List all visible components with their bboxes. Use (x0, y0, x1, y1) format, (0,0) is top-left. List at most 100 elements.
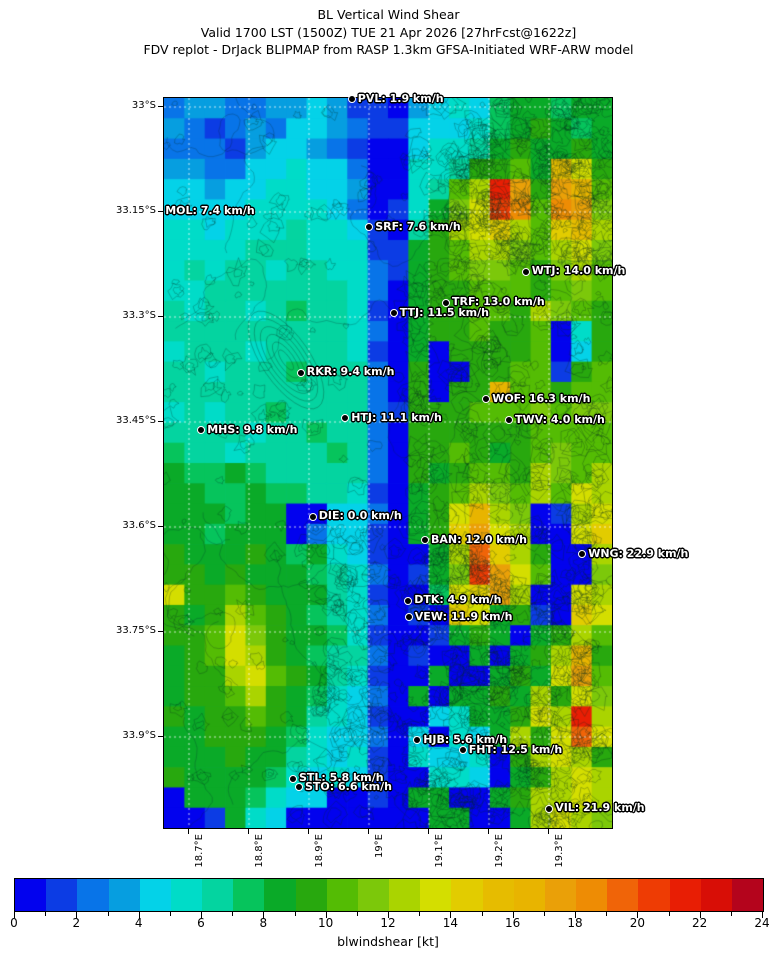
colorbar-minor-tick (606, 912, 608, 916)
colorbar-segment-14 (451, 879, 483, 911)
colorbar-major-tick (76, 912, 78, 919)
colorbar-tick-label: 18 (567, 916, 583, 930)
colorbar-tick-label: 8 (259, 916, 268, 930)
station-label-FHT: FHT: 12.5 km/h (468, 742, 563, 756)
colorbar-major-tick (388, 912, 389, 919)
colorbar-tick-label: 4 (134, 916, 143, 930)
colorbar-segment-0 (15, 879, 47, 911)
colorbar-tick-label: 2 (72, 916, 81, 930)
station-dot-HJB (413, 736, 421, 744)
station-label-HJB: HJB: 5.6 km/h (423, 732, 508, 746)
colorbar-segment-2 (77, 879, 109, 911)
chart-subtitle-model: FDV replot - DrJack BLIPMAP from RASP 1.… (143, 42, 634, 57)
station-dot-STL (288, 774, 297, 783)
station-label-VIL: VIL: 21.9 km/h (555, 801, 645, 815)
station-label-MOL: MOL: 7.4 km/h (165, 203, 255, 217)
colorbar-segment-23 (731, 879, 764, 911)
colorbar-tick-label: 20 (629, 916, 645, 930)
colorbar-segment-7 (233, 879, 265, 911)
station-label-TRF: TRF: 13.0 km/h (452, 295, 545, 309)
station-label-TWV: TWV: 4.0 km/h (515, 412, 605, 426)
colorbar-minor-tick (668, 912, 670, 916)
colorbar-major-tick (512, 912, 514, 919)
colorbar-segment-13 (420, 879, 452, 911)
station-label-WTJ: WTJ: 14.0 km/h (531, 264, 626, 278)
map-plot-area (163, 97, 613, 829)
colorbar-segment-6 (202, 879, 234, 911)
colorbar-major-tick (637, 912, 639, 919)
colorbar-minor-tick (543, 912, 545, 916)
station-label-WOF: WOF: 16.3 km/h (492, 391, 591, 405)
colorbar-major-tick (201, 912, 202, 919)
station-label-TTJ: TTJ: 11.5 km/h (399, 305, 489, 319)
station-label-PVL: PVL: 1.9 km/h (357, 91, 444, 105)
station-label-HTJ: HTJ: 11.1 km/h (351, 410, 442, 424)
colorbar-major-tick (450, 912, 452, 919)
colorbar-minor-tick (730, 912, 732, 916)
station-label-STO: STO: 6.6 km/h (305, 779, 392, 793)
colorbar-tick-label: 14 (442, 916, 458, 930)
colorbar-segment-1 (46, 879, 78, 911)
station-dot-WNG (578, 549, 586, 558)
station-dot-FHT (458, 745, 467, 754)
colorbar-tick-label: 16 (505, 916, 521, 930)
figure-titles: BL Vertical Wind Shear Valid 1700 LST (1… (0, 6, 777, 59)
colorbar-minor-tick (232, 912, 234, 916)
station-label-VEW: VEW: 11.9 km/h (414, 609, 513, 623)
colorbar-segment-11 (357, 879, 390, 911)
station-dot-RKR (296, 368, 305, 377)
colorbar (14, 878, 764, 912)
station-dot-TTJ (389, 309, 398, 317)
colorbar-segment-18 (576, 879, 608, 911)
colorbar-tick-label: 10 (318, 916, 334, 930)
colorbar-tick-label: 24 (754, 916, 770, 930)
station-label-BAN: BAN: 12.0 km/h (431, 532, 527, 546)
colorbar-major-tick (762, 912, 763, 919)
colorbar-segment-19 (607, 879, 639, 911)
station-label-WNG: WNG: 22.9 km/h (588, 546, 689, 560)
colorbar-minor-tick (481, 912, 483, 916)
colorbar-segment-15 (482, 879, 514, 911)
colorbar-segment-20 (638, 879, 670, 911)
station-label-DTK: DTK: 4.9 km/h (414, 593, 502, 607)
station-label-STL: STL: 5.8 km/h (299, 771, 384, 785)
colorbar-major-tick (325, 912, 327, 919)
colorbar-segment-9 (295, 879, 327, 911)
station-dot-BAN (420, 535, 429, 544)
station-dot-PVL (347, 94, 356, 103)
colorbar-major-tick (14, 912, 15, 919)
station-dot-STO (294, 782, 303, 791)
station-label-RKR: RKR: 9.4 km/h (306, 365, 395, 379)
station-dot-WTJ (521, 267, 530, 276)
colorbar-segment-3 (108, 879, 140, 911)
colorbar-minor-tick (45, 912, 47, 916)
station-dot-HTJ (341, 414, 349, 422)
station-dot-MHS (197, 425, 205, 434)
colorbar-tick-label: 6 (197, 916, 205, 930)
colorbar-minor-tick (294, 912, 296, 916)
station-label-SRF: SRF: 7.6 km/h (375, 219, 461, 233)
chart-subtitle-valid-time: Valid 1700 LST (1500Z) TUE 21 Apr 2026 [… (200, 24, 577, 40)
colorbar-minor-tick (169, 912, 171, 916)
colorbar-minor-tick (107, 912, 109, 916)
station-label-DIE: DIE: 0.0 km/h (318, 509, 402, 523)
station-dot-DTK (404, 596, 412, 605)
chart-title: BL Vertical Wind Shear (317, 7, 460, 22)
colorbar-major-tick (138, 912, 140, 919)
colorbar-minor-tick (419, 912, 421, 916)
colorbar-segment-16 (513, 879, 545, 911)
colorbar-major-tick (699, 912, 701, 919)
station-dot-VIL (545, 804, 553, 813)
colorbar-segment-5 (170, 879, 203, 911)
colorbar-segment-10 (326, 879, 358, 911)
station-dot-SRF (365, 222, 373, 231)
colorbar-minor-tick (356, 912, 358, 916)
colorbar-major-tick (575, 912, 576, 919)
colorbar-major-tick (263, 912, 265, 919)
colorbar-axis-label: blwindshear [kt] (337, 934, 439, 949)
colorbar-segment-17 (544, 879, 577, 911)
colorbar-tick-label: 22 (692, 916, 708, 930)
station-label-MHS: MHS: 9.8 km/h (207, 422, 298, 436)
